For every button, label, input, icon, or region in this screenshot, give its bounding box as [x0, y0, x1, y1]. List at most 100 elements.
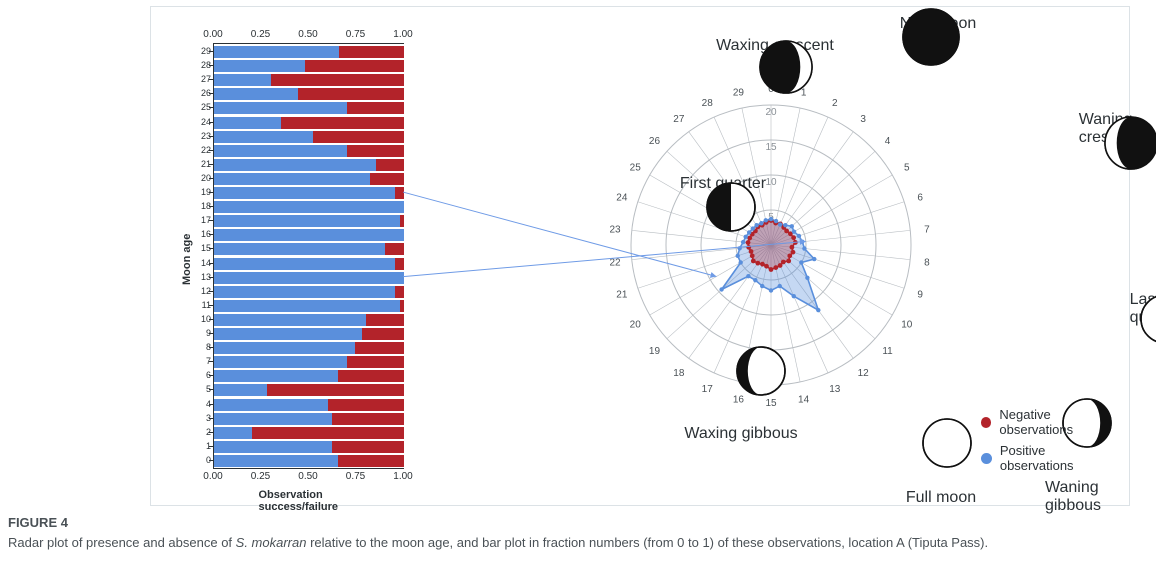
figure-wrap: Moon age Observation success/failure 012… [0, 0, 1156, 574]
bar-negative [339, 46, 404, 58]
svg-text:21: 21 [616, 289, 628, 300]
bar-negative [298, 88, 404, 100]
bar-negative [385, 243, 404, 255]
svg-text:11: 11 [882, 346, 893, 357]
figure-caption: FIGURE 4 Radar plot of presence and abse… [8, 514, 1148, 551]
bar-y-tick-label: 8 [189, 343, 211, 352]
svg-text:6: 6 [917, 193, 923, 204]
legend-row-negative: Negative observations [981, 407, 1121, 437]
bar-x-tick-label-bottom: 0.75 [346, 471, 365, 482]
bar-x-tick-label-bottom: 0.25 [251, 471, 270, 482]
bar-y-tick-label: 11 [189, 301, 211, 310]
bar-row [214, 117, 404, 129]
bar-y-tick-label: 27 [189, 75, 211, 84]
moon-phase-icon-wrap [1103, 113, 1156, 173]
bar-negative [332, 441, 404, 453]
bar-positive [214, 131, 313, 143]
bar-row [214, 88, 404, 100]
bar-row [214, 131, 404, 143]
bar-negative [332, 413, 404, 425]
moon-phase-icon [758, 39, 814, 95]
bar-y-tick-label: 28 [189, 61, 211, 70]
bar-positive [214, 159, 376, 171]
bar-y-tick-label: 12 [189, 287, 211, 296]
bar-positive [214, 46, 339, 58]
bar-negative [376, 159, 405, 171]
moon-phase-icon-wrap [1139, 291, 1156, 347]
svg-text:24: 24 [616, 193, 628, 204]
bar-x-tick-label-top: 1.00 [393, 29, 412, 40]
bar-negative [328, 399, 404, 411]
bar-positive [214, 243, 385, 255]
bar-x-tick-label-top: 0.25 [251, 29, 270, 40]
svg-text:23: 23 [609, 225, 621, 236]
svg-text:4: 4 [885, 136, 891, 147]
bar-y-tick-label: 18 [189, 202, 211, 211]
svg-text:26: 26 [649, 136, 661, 147]
moon-phase-icon-wrap [921, 415, 973, 471]
bar-row [214, 300, 404, 312]
bar-negative [271, 74, 404, 86]
bar-positive [214, 370, 338, 382]
bar-row [214, 356, 404, 368]
legend: Negative observations Positive observati… [981, 407, 1121, 479]
svg-text:13: 13 [829, 384, 841, 395]
bar-positive [214, 413, 332, 425]
bar-positive [214, 201, 404, 213]
bar-row [214, 328, 404, 340]
bar-y-tick-label: 20 [189, 174, 211, 183]
bar-positive [214, 427, 252, 439]
moon-phase-label: Waxing gibbous [684, 425, 797, 443]
bar-negative [355, 342, 404, 354]
svg-text:20: 20 [630, 319, 642, 330]
bar-row [214, 399, 404, 411]
moon-phase-label: Full moon [906, 489, 976, 507]
svg-text:12: 12 [858, 368, 870, 379]
bar-positive [214, 399, 328, 411]
caption-prefix: Radar plot of presence and absence of [8, 535, 236, 550]
bar-y-tick-label: 13 [189, 273, 211, 282]
bar-positive [214, 173, 370, 185]
bar-x-tick-label-top: 0.75 [346, 29, 365, 40]
bar-row [214, 286, 404, 298]
bar-positive [214, 117, 281, 129]
bar-row [214, 258, 404, 270]
bar-x-tick-label-top: 0.50 [298, 29, 317, 40]
svg-text:10: 10 [901, 319, 913, 330]
bar-negative [281, 117, 405, 129]
bar-x-tick-label-bottom: 0.00 [203, 471, 222, 482]
legend-label-negative: Negative observations [999, 407, 1121, 437]
bar-negative [338, 455, 405, 467]
bar-row [214, 441, 404, 453]
bar-x-tick-label-bottom: 0.50 [298, 471, 317, 482]
bar-chart: Moon age Observation success/failure 012… [197, 29, 407, 489]
svg-text:28: 28 [702, 98, 714, 109]
plot-area: Moon age Observation success/failure 012… [150, 6, 1130, 506]
svg-text:17: 17 [702, 384, 714, 395]
bar-row [214, 427, 404, 439]
bar-negative [338, 370, 405, 382]
bar-x-tick-label-top: 0.00 [203, 29, 222, 40]
figure-label: FIGURE 4 [8, 514, 1148, 532]
svg-text:2: 2 [832, 98, 838, 109]
svg-text:8: 8 [924, 257, 930, 268]
svg-text:9: 9 [917, 289, 923, 300]
bar-positive [214, 74, 271, 86]
bar-negative [370, 173, 404, 185]
bar-y-tick-label: 21 [189, 160, 211, 169]
bar-positive [214, 187, 395, 199]
bar-x-tick-label-bottom: 1.00 [393, 471, 412, 482]
bar-positive [214, 441, 332, 453]
bar-y-tick-label: 25 [189, 103, 211, 112]
bar-row [214, 102, 404, 114]
bar-positive [214, 286, 395, 298]
moon-phase-icon [921, 417, 973, 469]
bar-y-tick-label: 22 [189, 146, 211, 155]
svg-text:5: 5 [904, 163, 910, 174]
bar-negative [366, 314, 404, 326]
bar-y-tick-label: 2 [189, 428, 211, 437]
legend-label-positive: Positive observations [1000, 443, 1121, 473]
bar-positive [214, 384, 267, 396]
bar-row [214, 370, 404, 382]
bar-row [214, 384, 404, 396]
